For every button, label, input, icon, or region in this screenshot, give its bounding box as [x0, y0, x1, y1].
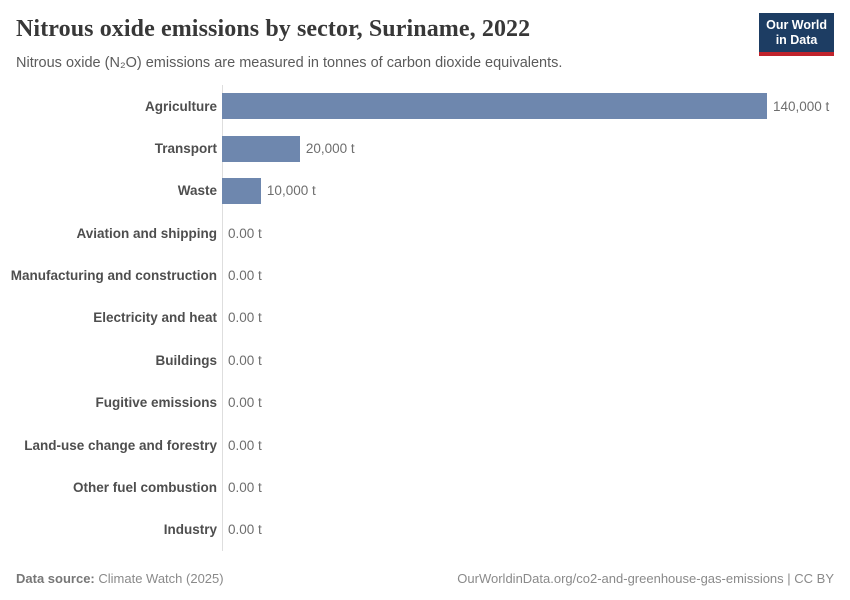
value-label: 0.00 t	[228, 352, 262, 368]
owid-logo-line1: Our World	[766, 18, 827, 32]
chart-row: Agriculture 140,000 t	[0, 85, 850, 127]
owid-logo-line2: in Data	[775, 32, 818, 47]
bar-track: 0.00 t	[222, 517, 850, 543]
category-label: Other fuel combustion	[72, 479, 217, 495]
bar-track: 0.00 t	[222, 390, 850, 416]
category-label: Fugitive emissions	[95, 395, 217, 411]
chart-row: Transport 20,000 t	[0, 127, 850, 169]
chart-header: Nitrous oxide emissions by sector, Surin…	[16, 13, 834, 71]
chart-row: Land-use change and forestry 0.00 t	[0, 424, 850, 466]
bar-track: 0.00 t	[222, 347, 850, 373]
value-label: 0.00 t	[228, 268, 262, 284]
chart-subtitle: Nitrous oxide (N₂O) emissions are measur…	[16, 55, 563, 71]
chart-row: Waste 10,000 t	[0, 170, 850, 212]
bar-track: 0.00 t	[222, 432, 850, 458]
chart-row: Buildings 0.00 t	[0, 339, 850, 381]
category-label: Transport	[154, 141, 217, 157]
bar-track: 20,000 t	[222, 135, 850, 162]
category-label: Manufacturing and construction	[10, 268, 217, 284]
data-source: Data source: Climate Watch (2025)	[16, 571, 224, 586]
category-label: Waste	[177, 183, 217, 199]
bar-chart: Agriculture 140,000 t Transport 20,000 t…	[0, 85, 850, 551]
value-label: 140,000 t	[773, 98, 830, 114]
chart-row: Industry 0.00 t	[0, 509, 850, 551]
chart-row: Manufacturing and construction 0.00 t	[0, 254, 850, 296]
chart-row: Fugitive emissions 0.00 t	[0, 382, 850, 424]
category-label: Industry	[163, 522, 217, 538]
category-label: Aviation and shipping	[76, 225, 218, 241]
chart-title: Nitrous oxide emissions by sector, Surin…	[16, 16, 531, 42]
data-source-value: Climate Watch (2025)	[94, 571, 224, 586]
category-label: Agriculture	[144, 98, 217, 114]
data-source-label: Data source:	[16, 571, 95, 586]
value-label: 0.00 t	[228, 479, 262, 495]
owid-logo[interactable]: Our World in Data	[759, 13, 834, 56]
value-label: 0.00 t	[228, 310, 262, 326]
bar-track: 140,000 t	[222, 93, 850, 120]
chart-row: Electricity and heat 0.00 t	[0, 297, 850, 339]
chart-row: Other fuel combustion 0.00 t	[0, 466, 850, 508]
y-axis-line	[222, 85, 223, 551]
value-label: 0.00 t	[228, 522, 262, 538]
category-label: Land-use change and forestry	[24, 437, 217, 453]
value-label: 0.00 t	[228, 395, 262, 411]
category-label: Electricity and heat	[93, 310, 217, 326]
chart-row: Aviation and shipping 0.00 t	[0, 212, 850, 254]
bar[interactable]	[222, 93, 767, 120]
chart-footer: Data source: Climate Watch (2025) OurWor…	[16, 571, 834, 586]
value-label: 20,000 t	[305, 141, 355, 157]
bar-track: 10,000 t	[222, 177, 850, 204]
credit-link[interactable]: OurWorldinData.org/co2-and-greenhouse-ga…	[457, 571, 834, 586]
bar-track: 0.00 t	[222, 220, 850, 246]
bar-track: 0.00 t	[222, 305, 850, 331]
bar[interactable]	[222, 135, 300, 162]
chart-rows: Agriculture 140,000 t Transport 20,000 t…	[0, 85, 850, 551]
bar-track: 0.00 t	[222, 263, 850, 289]
category-label: Buildings	[155, 352, 218, 368]
bar-track: 0.00 t	[222, 474, 850, 500]
value-label: 0.00 t	[228, 225, 262, 241]
value-label: 10,000 t	[266, 183, 316, 199]
bar[interactable]	[222, 177, 261, 204]
value-label: 0.00 t	[228, 437, 262, 453]
